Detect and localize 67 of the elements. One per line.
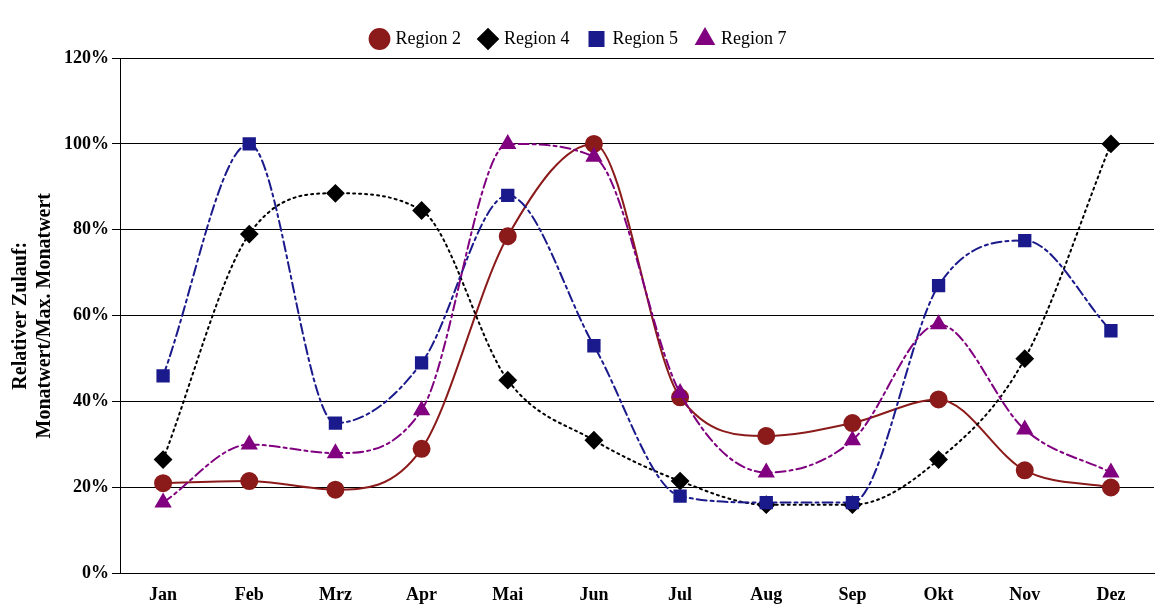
point [1101, 478, 1120, 497]
point [414, 356, 429, 370]
point [242, 137, 256, 151]
y-tick-label: 100% [64, 132, 109, 153]
x-tick-label: Dez [1096, 583, 1126, 604]
point [498, 371, 517, 390]
point [501, 188, 515, 203]
point [584, 134, 603, 153]
point [1101, 134, 1120, 153]
point [1015, 349, 1034, 368]
point [156, 369, 170, 383]
x-tick-label: Okt [923, 583, 954, 604]
point [671, 472, 690, 491]
x-tick-label: Nov [1009, 583, 1041, 604]
point [1015, 461, 1034, 480]
point [845, 495, 860, 510]
point [154, 450, 173, 469]
y-axis-title: Relativer Zulauf: Monatwert/Max. Monatwert [8, 192, 55, 439]
point [1102, 463, 1119, 478]
point [759, 495, 773, 510]
point [155, 493, 172, 508]
legend-label: Region 4 [504, 27, 570, 48]
point [929, 450, 948, 469]
point [326, 184, 345, 203]
point [931, 278, 946, 293]
point [584, 431, 603, 450]
point [673, 489, 687, 503]
point [587, 339, 601, 353]
point [1016, 420, 1033, 435]
point [757, 426, 776, 445]
y-tick-label: 20% [73, 476, 109, 497]
x-tick-label: Aug [750, 583, 783, 604]
point [328, 416, 343, 430]
x-tick-label: Sep [838, 583, 867, 604]
point [844, 431, 861, 446]
x-tick-label: Jul [668, 583, 693, 604]
point [929, 390, 948, 409]
point [672, 384, 689, 399]
x-tick-label: Apr [406, 583, 438, 604]
y-tick-label: 80% [73, 218, 109, 239]
x-tick-label: Mai [492, 583, 524, 604]
point [240, 472, 259, 491]
x-tick-label: Mrz [318, 583, 352, 604]
legend-label: Region 5 [612, 27, 678, 48]
point [240, 225, 259, 244]
point [498, 227, 517, 246]
point [327, 444, 344, 459]
legend-label: Region 7 [721, 27, 787, 48]
y-tick-label: 60% [73, 304, 109, 325]
x-tick-label: Feb [234, 583, 264, 604]
point [241, 435, 258, 450]
point [758, 463, 775, 478]
point [1018, 233, 1032, 248]
y-tick-label: 40% [73, 390, 109, 411]
point [413, 401, 430, 416]
point [154, 474, 173, 493]
point [843, 414, 862, 433]
x-tick-label: Jun [579, 583, 609, 604]
y-tick-label: 0% [82, 562, 109, 583]
point [412, 439, 431, 458]
point [1104, 324, 1118, 338]
legend-label: Region 2 [395, 27, 462, 48]
x-tick-label: Jan [149, 583, 178, 604]
y-tick-label: 120% [64, 46, 109, 67]
point [412, 201, 431, 220]
point [326, 480, 345, 499]
point [930, 315, 947, 330]
